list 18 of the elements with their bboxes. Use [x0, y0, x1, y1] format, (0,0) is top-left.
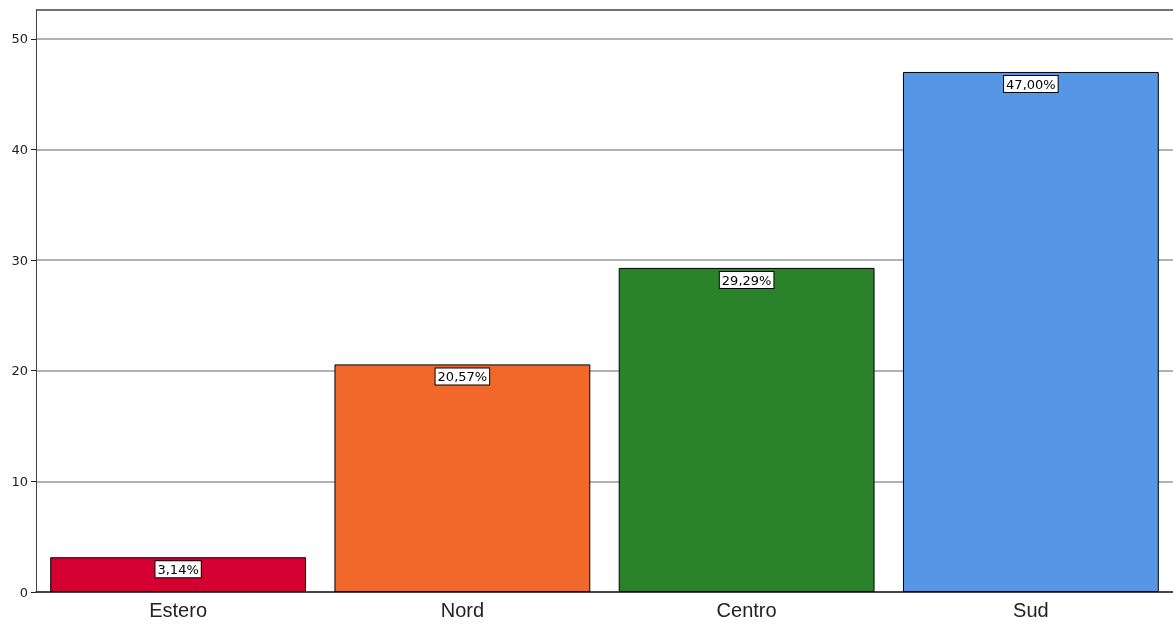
- y-tick-label: 20: [11, 363, 28, 379]
- x-tick-label: Estero: [149, 599, 208, 621]
- data-label: 29,29%: [721, 272, 772, 288]
- y-tick-label: 50: [11, 31, 28, 47]
- data-label: 20,57%: [437, 369, 488, 385]
- bar: [334, 364, 591, 592]
- bar: [618, 267, 875, 592]
- y-tick-label: 40: [11, 141, 28, 157]
- x-tick-label: Sud: [1013, 599, 1049, 621]
- x-tick-label: Centro: [716, 599, 777, 621]
- y-tick-label: 30: [11, 252, 28, 268]
- bar: [50, 557, 307, 592]
- bar: [902, 71, 1159, 592]
- data-label: 47,00%: [1006, 76, 1056, 92]
- y-tick-label: 10: [11, 473, 28, 489]
- x-tick-label: Nord: [440, 599, 485, 621]
- y-tick-label: 0: [19, 584, 28, 600]
- data-label: 3,14%: [157, 562, 199, 578]
